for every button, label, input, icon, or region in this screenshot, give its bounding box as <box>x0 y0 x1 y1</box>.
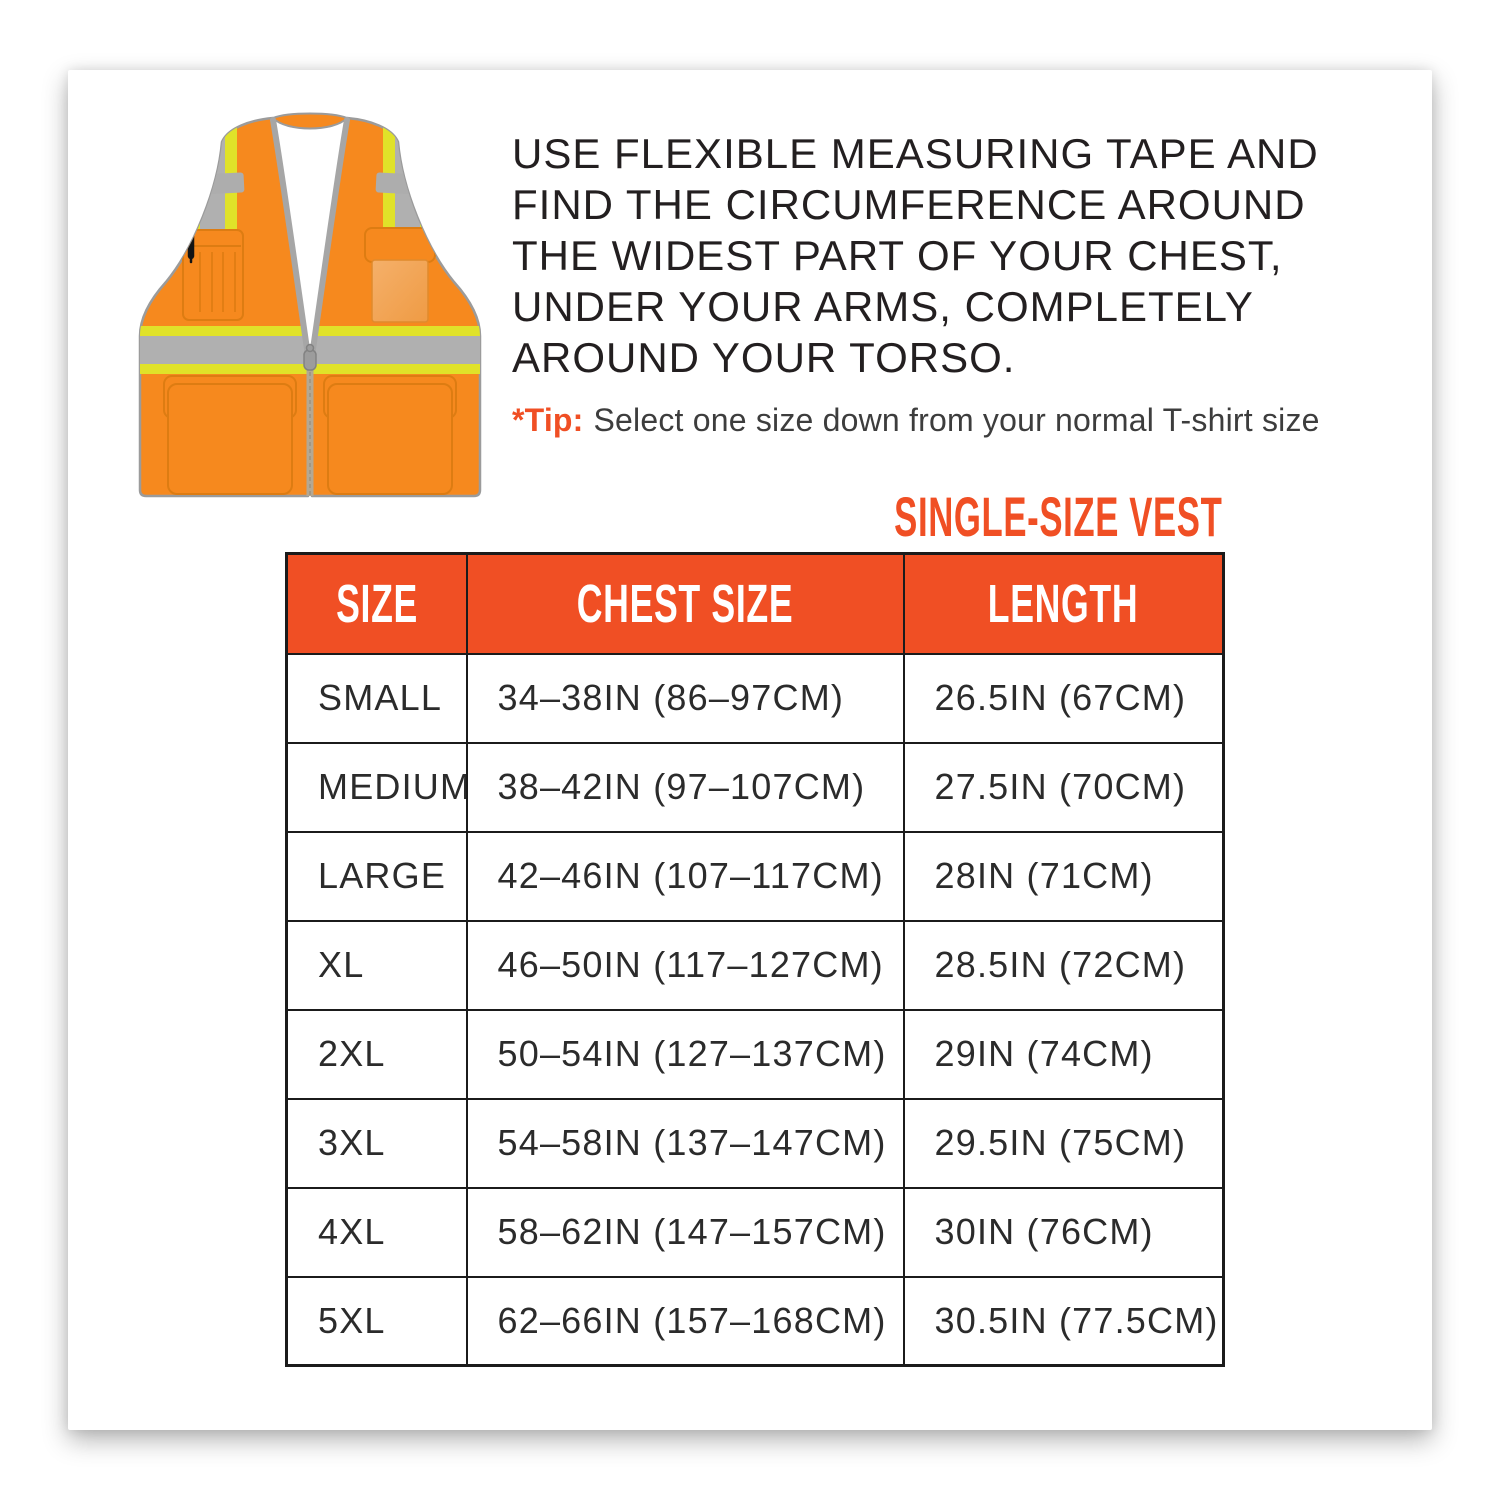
chest-size-cell: 62–66IN (157–168CM) <box>465 1275 905 1367</box>
table-row: 5XL 62–66IN (157–168CM) 30.5IN (77.5CM) <box>285 1275 1225 1367</box>
hi-vis-vest-icon <box>138 112 482 498</box>
length-cell: 29IN (74CM) <box>902 1008 1225 1100</box>
table-row: 4XL 58–62IN (147–157CM) 30IN (76CM) <box>285 1186 1225 1278</box>
tip-text: Select one size down from your normal T-… <box>593 402 1320 438</box>
chest-size-cell: 34–38IN (86–97CM) <box>465 652 905 744</box>
table-row: SMALL 34–38IN (86–97CM) 26.5IN (67CM) <box>285 652 1225 744</box>
table-row: 2XL 50–54IN (127–137CM) 29IN (74CM) <box>285 1008 1225 1100</box>
table-body: SMALL 34–38IN (86–97CM) 26.5IN (67CM) MEDIU… <box>285 652 1225 1367</box>
table-row: XL 46–50IN (117–127CM) 28.5IN (72CM) <box>285 919 1225 1011</box>
chest-size-cell: 50–54IN (127–137CM) <box>465 1008 905 1100</box>
size-cell: XL <box>285 919 468 1011</box>
table-row: LARGE 42–46IN (107–117CM) 28IN (71CM) <box>285 830 1225 922</box>
length-cell: 26.5IN (67CM) <box>902 652 1225 744</box>
size-cell: 2XL <box>285 1008 468 1100</box>
sizing-guide-card: USE FLEXIBLE MEASURING TAPE AND FIND THE… <box>68 70 1432 1430</box>
header-length: LENGTH <box>902 552 1225 655</box>
chest-size-cell: 54–58IN (137–147CM) <box>465 1097 905 1189</box>
size-cell: MEDIUM <box>285 741 468 833</box>
length-cell: 29.5IN (75CM) <box>902 1097 1225 1189</box>
chest-size-cell: 46–50IN (117–127CM) <box>465 919 905 1011</box>
length-cell: 28IN (71CM) <box>902 830 1225 922</box>
length-cell: 30IN (76CM) <box>902 1186 1225 1278</box>
size-cell: LARGE <box>285 830 468 922</box>
safety-vest-illustration <box>130 110 490 510</box>
table-title: SINGLE-SIZE VEST <box>893 485 1222 548</box>
size-cell: 4XL <box>285 1186 468 1278</box>
tip-label: *Tip: <box>512 402 584 438</box>
tip-line: *Tip: Select one size down from your norm… <box>512 400 1432 440</box>
header-size: SIZE <box>285 552 468 655</box>
size-cell: 3XL <box>285 1097 468 1189</box>
header-chest-size: CHEST SIZE <box>465 552 905 655</box>
size-cell: 5XL <box>285 1275 468 1367</box>
chest-size-cell: 42–46IN (107–117CM) <box>465 830 905 922</box>
length-cell: 27.5IN (70CM) <box>902 741 1225 833</box>
chest-size-cell: 38–42IN (97–107CM) <box>465 741 905 833</box>
size-cell: SMALL <box>285 652 468 744</box>
table-row: 3XL 54–58IN (137–147CM) 29.5IN (75CM) <box>285 1097 1225 1189</box>
length-cell: 30.5IN (77.5CM) <box>902 1275 1225 1367</box>
table-row: MEDIUM 38–42IN (97–107CM) 27.5IN (70CM) <box>285 741 1225 833</box>
length-cell: 28.5IN (72CM) <box>902 919 1225 1011</box>
measuring-instructions: USE FLEXIBLE MEASURING TAPE AND FIND THE… <box>512 130 1319 381</box>
size-table: SIZE CHEST SIZE LENGTH SMALL 34–38IN (86–… <box>285 552 1225 1367</box>
table-header-row: SIZE CHEST SIZE LENGTH <box>285 552 1225 655</box>
chest-size-cell: 58–62IN (147–157CM) <box>465 1186 905 1278</box>
